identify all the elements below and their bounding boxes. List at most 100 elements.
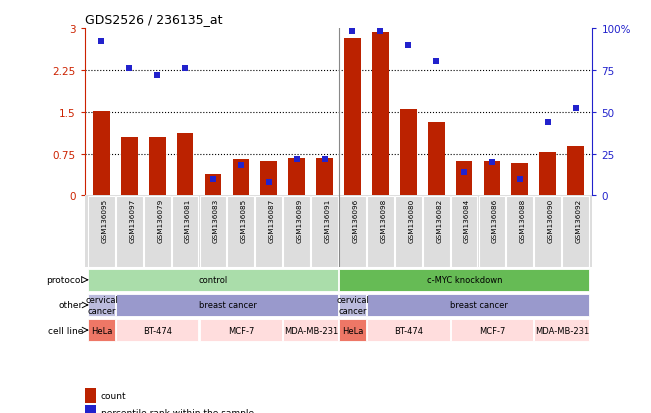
Point: [180, 66, 190, 72]
FancyBboxPatch shape: [311, 197, 338, 267]
Text: cervical
cancer: cervical cancer: [85, 296, 118, 315]
Bar: [400, 110, 417, 196]
Bar: [121, 138, 137, 196]
Text: protocol: protocol: [46, 275, 83, 285]
FancyBboxPatch shape: [88, 269, 338, 292]
Text: BT-474: BT-474: [395, 326, 423, 335]
FancyBboxPatch shape: [172, 197, 199, 267]
Point: [570, 106, 581, 112]
Bar: [540, 152, 556, 196]
Point: [515, 176, 525, 183]
FancyBboxPatch shape: [450, 319, 533, 342]
Bar: [288, 158, 305, 196]
Text: cervical
cancer: cervical cancer: [337, 296, 370, 315]
Text: GSM136081: GSM136081: [185, 198, 191, 242]
FancyBboxPatch shape: [339, 294, 366, 316]
FancyBboxPatch shape: [534, 319, 589, 342]
FancyBboxPatch shape: [283, 197, 310, 267]
Text: percentile rank within the sample: percentile rank within the sample: [101, 408, 254, 413]
Text: GSM136098: GSM136098: [380, 198, 387, 242]
Bar: [372, 33, 389, 196]
FancyBboxPatch shape: [144, 197, 171, 267]
FancyBboxPatch shape: [88, 294, 115, 316]
Text: GSM136090: GSM136090: [547, 198, 554, 242]
Text: GSM136095: GSM136095: [102, 198, 107, 242]
FancyBboxPatch shape: [339, 197, 366, 267]
Bar: [344, 39, 361, 196]
Text: GSM136096: GSM136096: [352, 198, 359, 242]
Point: [152, 72, 162, 79]
Text: GSM136082: GSM136082: [436, 198, 442, 242]
Point: [320, 156, 330, 163]
Point: [264, 179, 274, 186]
FancyBboxPatch shape: [116, 294, 338, 316]
FancyBboxPatch shape: [339, 319, 366, 342]
FancyBboxPatch shape: [395, 197, 422, 267]
Point: [487, 159, 497, 166]
Bar: [93, 112, 110, 196]
Bar: [204, 175, 221, 196]
Text: MDA-MB-231: MDA-MB-231: [284, 326, 339, 335]
Text: GSM136084: GSM136084: [464, 198, 470, 242]
Text: MDA-MB-231: MDA-MB-231: [535, 326, 589, 335]
Bar: [428, 123, 445, 196]
FancyBboxPatch shape: [283, 319, 338, 342]
FancyBboxPatch shape: [367, 294, 589, 316]
FancyBboxPatch shape: [450, 197, 477, 267]
Text: breast cancer: breast cancer: [450, 301, 508, 310]
Text: GSM136091: GSM136091: [325, 198, 331, 242]
FancyBboxPatch shape: [116, 197, 143, 267]
Text: MCF-7: MCF-7: [229, 326, 255, 335]
Text: other: other: [59, 301, 83, 310]
FancyBboxPatch shape: [116, 319, 199, 342]
Text: GSM136080: GSM136080: [408, 198, 414, 242]
FancyBboxPatch shape: [255, 197, 282, 267]
FancyBboxPatch shape: [200, 197, 227, 267]
FancyBboxPatch shape: [478, 197, 505, 267]
Bar: [232, 160, 249, 196]
Point: [347, 29, 357, 36]
Bar: [484, 161, 501, 196]
FancyBboxPatch shape: [339, 269, 589, 292]
Point: [96, 39, 107, 45]
Point: [124, 66, 135, 72]
Text: HeLa: HeLa: [342, 326, 364, 335]
Point: [375, 29, 385, 36]
Text: GSM136079: GSM136079: [157, 198, 163, 242]
Point: [208, 176, 218, 183]
FancyBboxPatch shape: [422, 197, 450, 267]
FancyBboxPatch shape: [367, 197, 394, 267]
Text: GDS2526 / 236135_at: GDS2526 / 236135_at: [85, 13, 222, 26]
Bar: [149, 138, 165, 196]
Text: breast cancer: breast cancer: [199, 301, 256, 310]
Text: count: count: [101, 391, 126, 400]
Text: GSM136088: GSM136088: [520, 198, 526, 242]
Text: GSM136092: GSM136092: [575, 198, 582, 242]
Text: GSM136085: GSM136085: [241, 198, 247, 242]
FancyBboxPatch shape: [88, 197, 115, 267]
Text: BT-474: BT-474: [143, 326, 173, 335]
Text: GSM136089: GSM136089: [297, 198, 303, 242]
Text: GSM136086: GSM136086: [492, 198, 498, 242]
Text: HeLa: HeLa: [91, 326, 113, 335]
FancyBboxPatch shape: [227, 197, 255, 267]
Bar: [456, 161, 473, 196]
Text: GSM136087: GSM136087: [269, 198, 275, 242]
Bar: [176, 134, 193, 196]
Point: [431, 59, 441, 66]
Text: control: control: [199, 275, 228, 285]
FancyBboxPatch shape: [200, 319, 282, 342]
Bar: [512, 164, 528, 196]
Text: GSM136083: GSM136083: [213, 198, 219, 242]
FancyBboxPatch shape: [88, 319, 115, 342]
FancyBboxPatch shape: [506, 197, 533, 267]
Text: MCF-7: MCF-7: [479, 326, 506, 335]
Bar: [316, 158, 333, 196]
Text: cell line: cell line: [48, 326, 83, 335]
Text: GSM136097: GSM136097: [130, 198, 135, 242]
Point: [236, 163, 246, 169]
Text: c-MYC knockdown: c-MYC knockdown: [427, 275, 503, 285]
Bar: [567, 147, 584, 196]
Point: [459, 169, 469, 176]
Point: [542, 119, 553, 126]
